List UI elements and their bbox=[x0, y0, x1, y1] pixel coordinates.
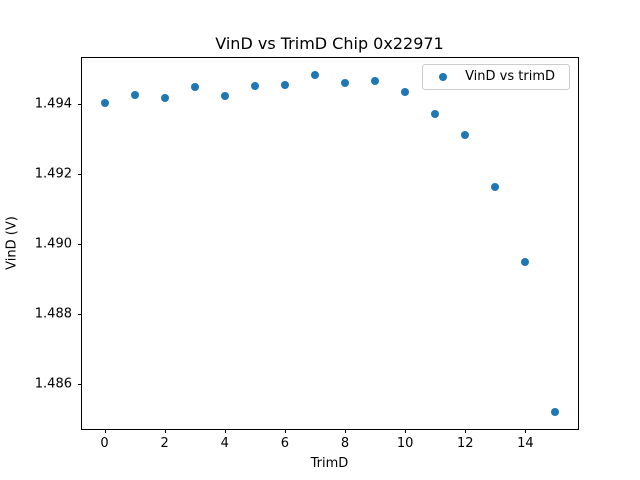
x-tick-mark bbox=[405, 429, 407, 433]
y-tick-mark bbox=[78, 174, 82, 176]
data-point bbox=[341, 78, 350, 87]
x-tick-mark bbox=[224, 429, 226, 433]
data-point bbox=[491, 183, 500, 192]
x-tick-label: 2 bbox=[160, 436, 169, 451]
data-point bbox=[220, 91, 229, 100]
x-tick-label: 8 bbox=[340, 436, 350, 451]
data-point bbox=[401, 87, 410, 96]
y-tick-mark bbox=[78, 244, 82, 246]
axes: VinD vs trimD 0 2 4 6 8 10 12 14 1.486 1.488 1.490… bbox=[35, 57, 579, 451]
x-tick-mark bbox=[104, 429, 106, 433]
data-point bbox=[190, 83, 199, 92]
x-tick-label: 0 bbox=[100, 436, 109, 451]
legend-marker-icon bbox=[439, 73, 448, 81]
y-tick-label: 1.488 bbox=[34, 306, 72, 322]
y-tick-label: 1.492 bbox=[34, 166, 72, 182]
x-tick-label: 14 bbox=[517, 436, 534, 451]
x-tick-mark bbox=[284, 429, 286, 433]
chart-title: VinD vs TrimD Chip 0x22971 bbox=[215, 34, 444, 53]
data-point bbox=[250, 81, 259, 90]
data-point bbox=[521, 257, 530, 266]
legend: VinD vs trimD bbox=[422, 64, 570, 90]
data-point bbox=[371, 76, 380, 85]
x-tick-label: 10 bbox=[396, 436, 414, 451]
data-point bbox=[551, 408, 560, 417]
x-tick-mark bbox=[164, 429, 166, 433]
x-tick-label: 6 bbox=[280, 436, 290, 451]
y-tick-mark bbox=[78, 313, 82, 315]
x-tick-label: 12 bbox=[456, 436, 474, 451]
y-tick-label: 1.490 bbox=[34, 236, 72, 252]
y-axis-label: VinD (V) bbox=[4, 216, 20, 270]
x-axis-label: TrimD bbox=[310, 456, 349, 471]
legend-label: VinD vs trimD bbox=[465, 69, 555, 84]
data-point bbox=[461, 131, 470, 140]
data-point bbox=[310, 71, 319, 80]
x-tick-mark bbox=[525, 429, 527, 433]
y-tick-label: 1.494 bbox=[34, 96, 72, 112]
x-tick-mark bbox=[345, 429, 347, 433]
data-point bbox=[431, 109, 440, 118]
data-point bbox=[130, 91, 139, 100]
x-tick-mark bbox=[465, 429, 467, 433]
y-tick-mark bbox=[78, 383, 82, 385]
y-tick-label: 1.486 bbox=[34, 376, 72, 392]
data-point bbox=[160, 93, 169, 102]
x-tick-label: 4 bbox=[220, 436, 229, 451]
y-tick-mark bbox=[78, 104, 82, 106]
data-point bbox=[100, 99, 109, 108]
data-point bbox=[280, 81, 289, 90]
